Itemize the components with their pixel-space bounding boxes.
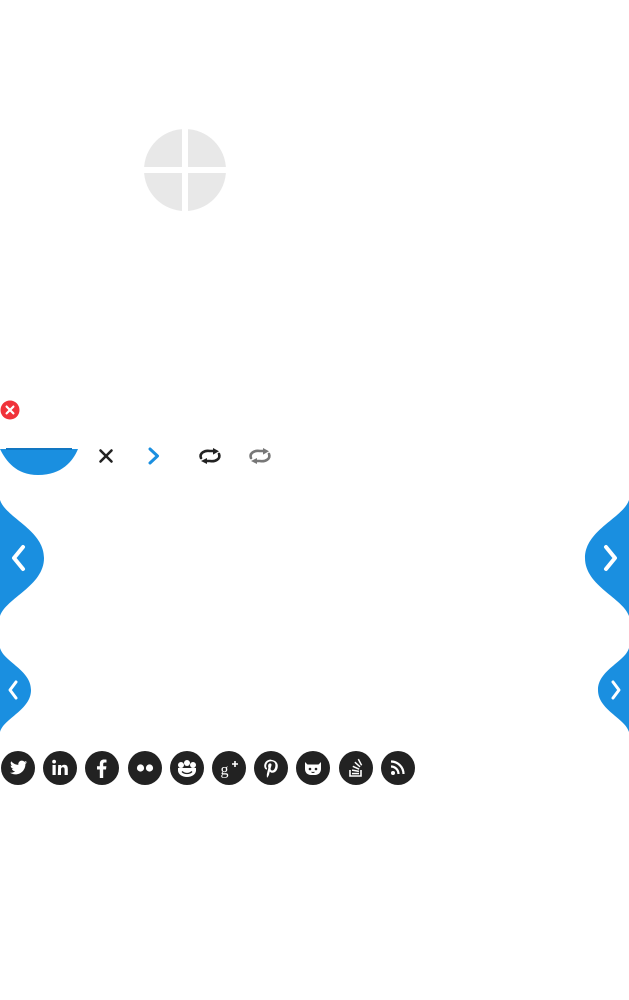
next-arrow-small[interactable] — [597, 648, 629, 732]
chevron-right-icon — [148, 447, 159, 465]
flickr-icon[interactable] — [127, 750, 163, 786]
placeholder-grid-icon — [143, 128, 227, 212]
loop-icon — [249, 448, 271, 464]
next-arrow-large[interactable] — [583, 500, 629, 616]
linkedin-icon[interactable] — [42, 750, 78, 786]
facebook-icon[interactable] — [84, 750, 120, 786]
chevron-right-icon — [604, 545, 617, 571]
close-icon — [99, 449, 113, 463]
chevron-left-icon — [8, 680, 18, 700]
meetup-icon[interactable] — [169, 750, 205, 786]
next-button[interactable] — [140, 443, 168, 469]
prev-arrow-large[interactable] — [0, 500, 46, 616]
close-button[interactable] — [92, 443, 120, 469]
toolbar-tab[interactable] — [0, 447, 78, 477]
close-badge[interactable] — [0, 400, 20, 420]
pinterest-icon[interactable] — [253, 750, 289, 786]
svg-text:g: g — [220, 762, 228, 779]
github-icon[interactable] — [295, 750, 331, 786]
chevron-left-icon — [12, 545, 25, 571]
loop-button[interactable] — [196, 443, 224, 469]
prev-arrow-small[interactable] — [0, 648, 32, 732]
chevron-right-icon — [611, 680, 621, 700]
social-links: g — [0, 750, 416, 786]
rss-icon[interactable] — [380, 750, 416, 786]
google-plus-icon[interactable]: g — [211, 750, 247, 786]
stackoverflow-icon[interactable] — [338, 750, 374, 786]
close-icon — [5, 405, 15, 415]
loop-icon — [199, 448, 221, 464]
loop-alt-button[interactable] — [246, 443, 274, 469]
twitter-icon[interactable] — [0, 750, 36, 786]
